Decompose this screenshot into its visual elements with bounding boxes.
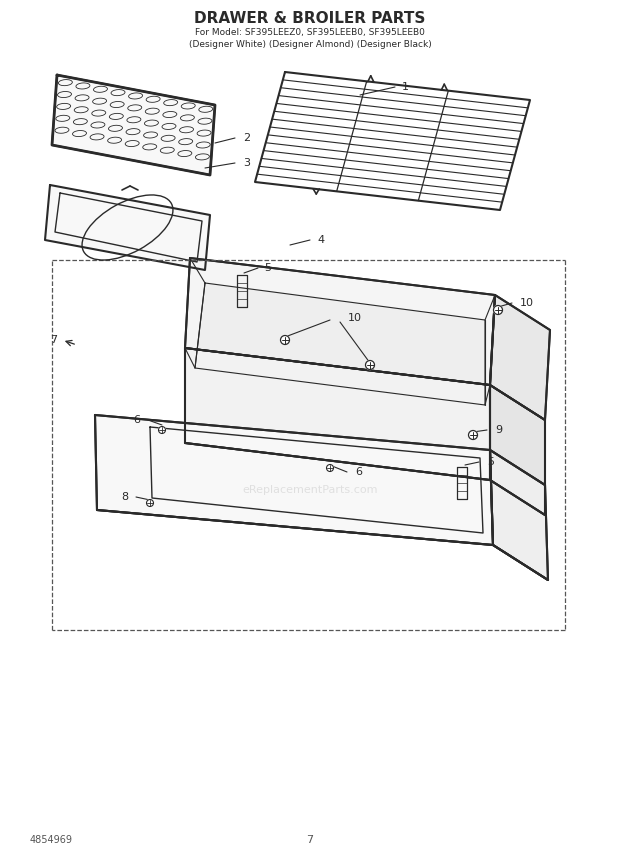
Text: 7: 7 bbox=[50, 335, 57, 345]
Polygon shape bbox=[45, 185, 210, 270]
Text: For Model: SF395LEEZ0, SF395LEEB0, SF395LEEB0: For Model: SF395LEEZ0, SF395LEEB0, SF395… bbox=[195, 27, 425, 37]
Text: 10: 10 bbox=[348, 313, 362, 323]
Text: 9: 9 bbox=[495, 425, 502, 435]
Circle shape bbox=[494, 306, 502, 314]
Polygon shape bbox=[185, 258, 495, 385]
Circle shape bbox=[469, 431, 477, 439]
Text: 7: 7 bbox=[306, 835, 314, 845]
Polygon shape bbox=[52, 75, 215, 175]
Polygon shape bbox=[185, 348, 490, 480]
Text: 4: 4 bbox=[317, 235, 324, 245]
Circle shape bbox=[280, 336, 290, 344]
Circle shape bbox=[366, 360, 374, 370]
Polygon shape bbox=[195, 283, 485, 405]
Circle shape bbox=[146, 500, 154, 507]
Circle shape bbox=[159, 426, 166, 433]
Polygon shape bbox=[490, 295, 550, 420]
Text: DRAWER & BROILER PARTS: DRAWER & BROILER PARTS bbox=[194, 10, 426, 26]
Text: 6: 6 bbox=[355, 467, 362, 477]
Text: 8: 8 bbox=[121, 492, 128, 502]
Polygon shape bbox=[490, 450, 548, 580]
Text: 2: 2 bbox=[243, 133, 250, 143]
Text: (Designer White) (Designer Almond) (Designer Black): (Designer White) (Designer Almond) (Desi… bbox=[188, 39, 432, 49]
Circle shape bbox=[327, 465, 334, 472]
Text: 1: 1 bbox=[402, 82, 409, 92]
Text: 6: 6 bbox=[133, 415, 140, 425]
Text: 10: 10 bbox=[520, 298, 534, 308]
Text: eReplacementParts.com: eReplacementParts.com bbox=[242, 485, 378, 495]
Text: 5: 5 bbox=[487, 457, 494, 467]
Text: 4854969: 4854969 bbox=[30, 835, 73, 845]
Polygon shape bbox=[490, 385, 545, 515]
Text: 3: 3 bbox=[243, 158, 250, 168]
Polygon shape bbox=[95, 415, 493, 545]
Text: 5: 5 bbox=[264, 263, 271, 273]
